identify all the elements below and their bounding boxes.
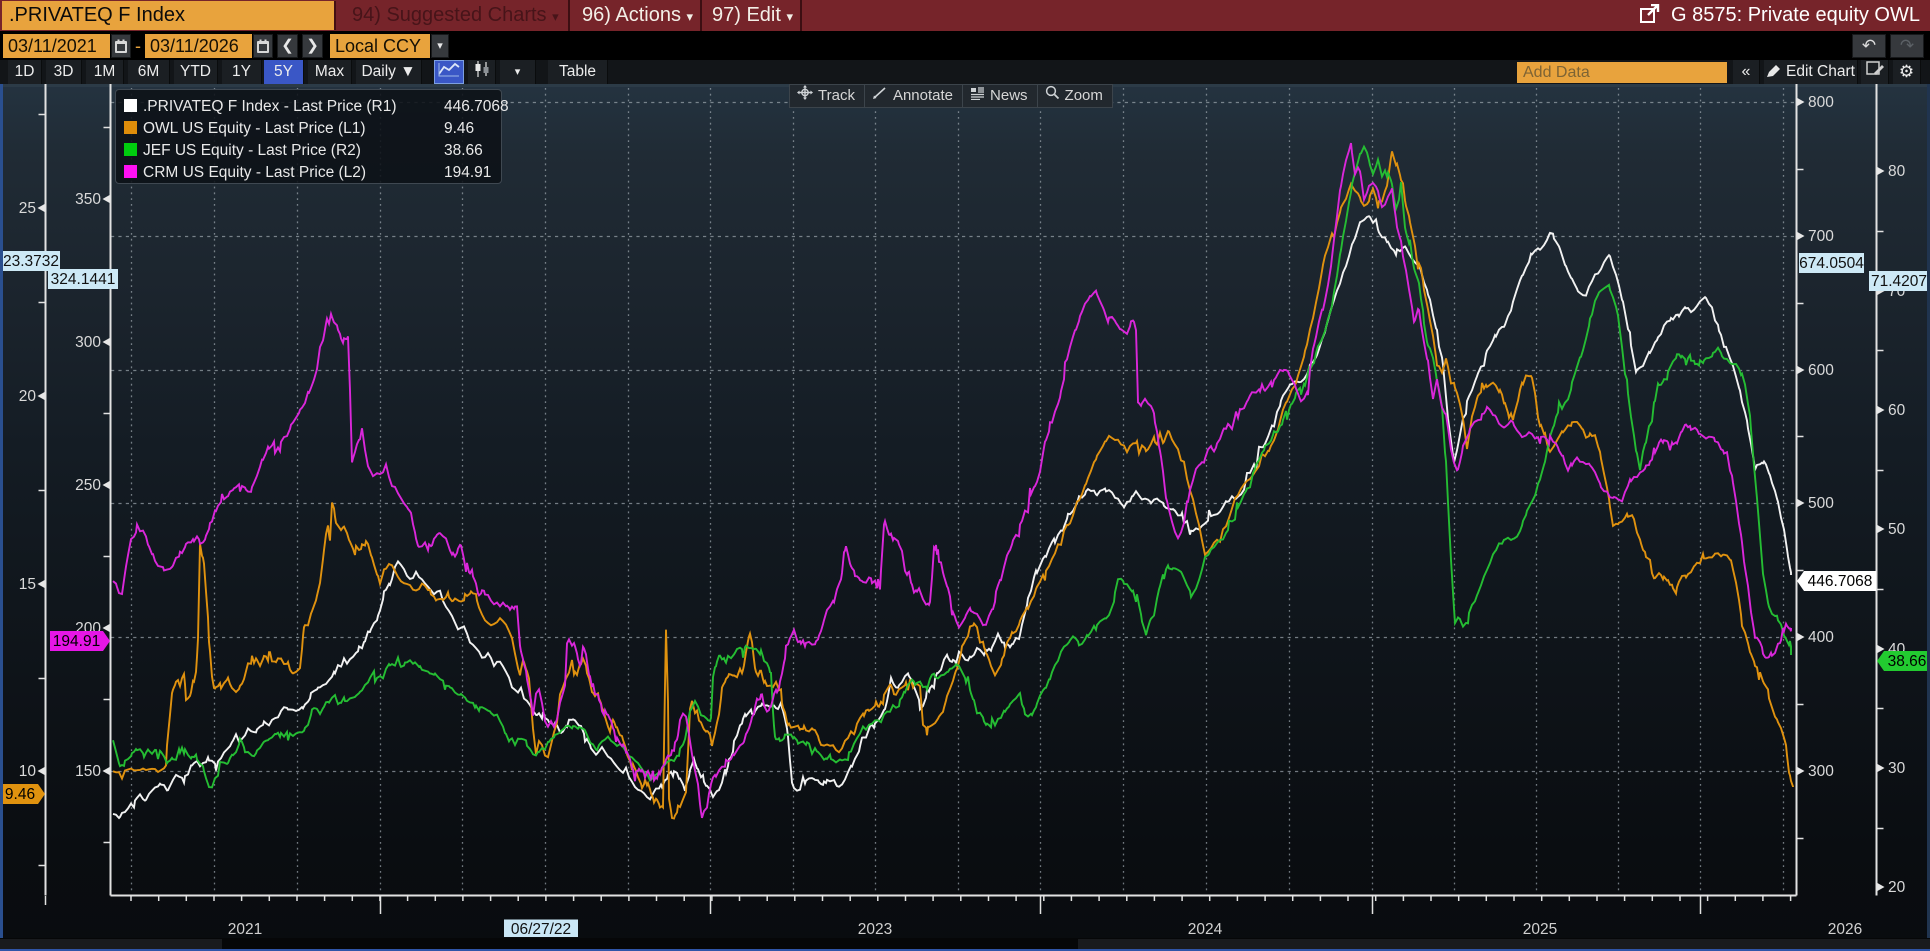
svg-text:60: 60: [1888, 402, 1906, 419]
svg-text:80: 80: [1888, 163, 1906, 180]
svg-text:2021: 2021: [228, 921, 262, 938]
svg-text:600: 600: [1808, 362, 1834, 379]
svg-text:700: 700: [1808, 228, 1834, 245]
svg-text:25: 25: [19, 200, 36, 217]
svg-text:15: 15: [19, 576, 36, 593]
svg-text:10: 10: [19, 763, 37, 780]
svg-text:300: 300: [1808, 763, 1834, 780]
svg-text:2026: 2026: [1828, 921, 1862, 938]
svg-text:324.1441: 324.1441: [51, 271, 116, 288]
svg-text:9.46: 9.46: [5, 786, 35, 803]
svg-text:20: 20: [19, 388, 37, 405]
svg-text:50: 50: [1888, 521, 1906, 538]
svg-text:674.0504: 674.0504: [1799, 255, 1864, 272]
svg-text:23.3732: 23.3732: [3, 253, 59, 270]
svg-text:300: 300: [75, 334, 101, 351]
svg-text:500: 500: [1808, 495, 1834, 512]
svg-text:800: 800: [1808, 94, 1834, 111]
svg-text:20: 20: [1888, 879, 1906, 896]
svg-text:194.91: 194.91: [53, 633, 100, 650]
svg-text:250: 250: [75, 477, 101, 494]
svg-text:350: 350: [75, 191, 101, 208]
svg-text:30: 30: [1888, 760, 1906, 777]
svg-text:2023: 2023: [858, 921, 892, 938]
svg-text:06/27/22: 06/27/22: [511, 921, 571, 938]
svg-text:446.7068: 446.7068: [1808, 573, 1873, 590]
svg-text:2024: 2024: [1188, 921, 1223, 938]
svg-text:400: 400: [1808, 629, 1834, 646]
svg-text:38.66: 38.66: [1888, 653, 1927, 670]
svg-text:71.4207: 71.4207: [1871, 273, 1927, 290]
svg-text:150: 150: [75, 763, 101, 780]
svg-text:2025: 2025: [1523, 921, 1557, 938]
